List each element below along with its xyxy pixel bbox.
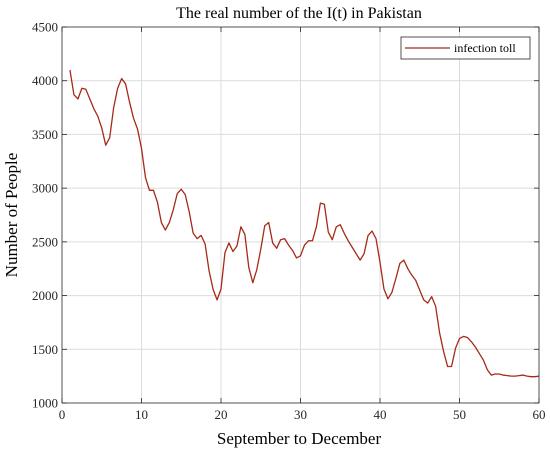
x-tick-label: 60 [533, 407, 546, 422]
grid-lines [62, 27, 539, 403]
legend-label: infection toll [454, 41, 516, 55]
x-tick-label: 0 [59, 407, 66, 422]
y-tick-label: 2500 [32, 234, 58, 249]
y-axis-label: Number of People [2, 153, 21, 278]
chart-title: The real number of the I(t) in Pakistan [176, 5, 422, 22]
axis-ticks: 0 10 20 30 40 50 60 1000 1500 2000 2500 3000 3500 400… [32, 20, 546, 423]
x-tick-label: 10 [135, 407, 148, 422]
legend-box [400, 36, 531, 60]
x-tick-label: 40 [374, 407, 387, 422]
legend: infection toll [400, 36, 531, 60]
x-tick-label: 20 [215, 407, 228, 422]
x-tick-label: 30 [294, 407, 307, 422]
y-tick-label: 2000 [32, 288, 58, 303]
y-tick-label: 1500 [32, 342, 58, 357]
y-tick-label: 1000 [32, 396, 58, 411]
y-tick-label: 4000 [32, 73, 58, 88]
y-tick-label: 3500 [32, 127, 58, 142]
x-tick-label: 50 [453, 407, 466, 422]
y-tick-label: 4500 [32, 20, 58, 35]
y-tick-label: 3000 [32, 181, 58, 196]
x-axis-label: September to December [217, 429, 382, 448]
series-line-infection-toll [69, 69, 540, 378]
